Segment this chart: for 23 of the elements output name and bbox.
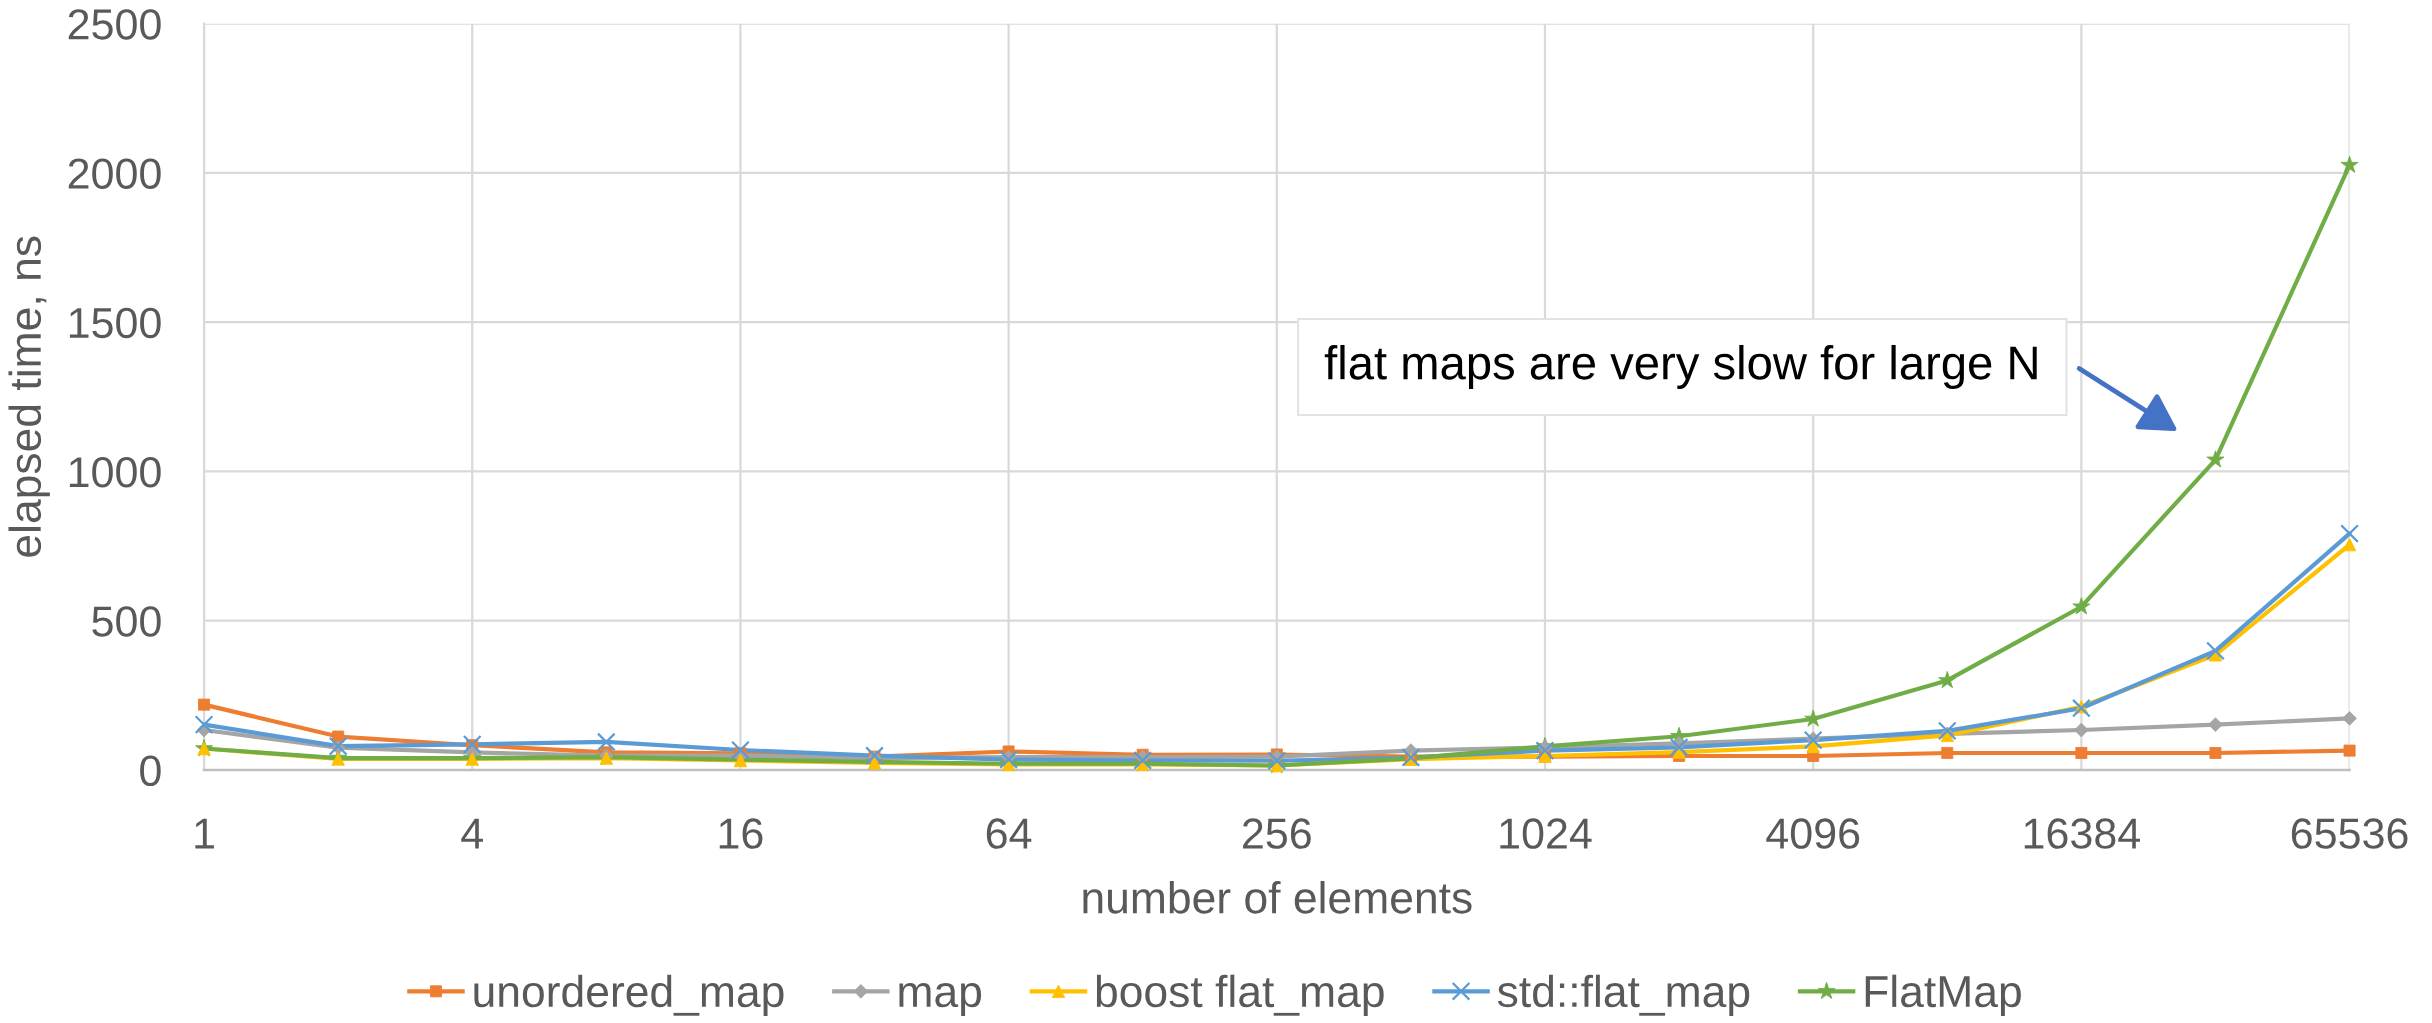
legend-label: std::flat_map <box>1497 974 1750 1017</box>
x-axis-title: number of elements <box>1083 880 1472 914</box>
y-tick-label: 1500 <box>69 307 161 339</box>
x-tick-label: 4 <box>461 818 483 849</box>
x-tick-label: 4096 <box>1766 818 1860 849</box>
y-tick-label: 2000 <box>68 158 161 189</box>
x-tick-label: 16384 <box>2024 818 2140 849</box>
y-tick-label: 2500 <box>68 9 161 40</box>
x-tick-label: 1024 <box>1500 818 1592 849</box>
legend-label: boost flat_map <box>1096 974 1384 1017</box>
x-tick-label: 1 <box>195 818 214 849</box>
y-tick-label: 500 <box>92 606 161 637</box>
y-axis-title: elapsed time, ns <box>8 236 50 557</box>
y-tick-label: 0 <box>140 755 161 787</box>
legend-label: FlatMap <box>1865 974 2021 1017</box>
x-tick-label: 256 <box>1243 818 1311 849</box>
legend-label: map <box>899 982 982 1017</box>
x-tick-label: 65536 <box>2291 818 2408 849</box>
x-tick-label: 64 <box>986 818 1032 849</box>
x-tick-label: 16 <box>719 818 763 849</box>
y-tick-label: 1000 <box>69 457 161 488</box>
legend-label: unordered_map <box>474 974 784 1017</box>
annotation: flat maps are very slow for large N <box>1324 344 2037 389</box>
